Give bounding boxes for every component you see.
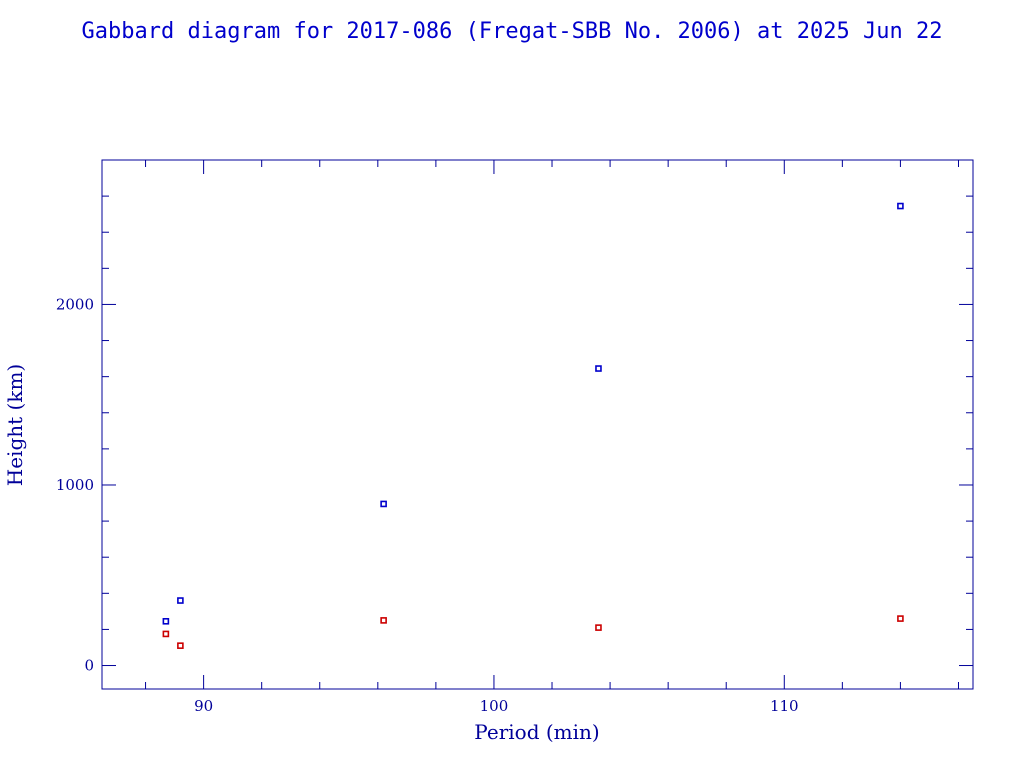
y-tick-label: 2000 <box>56 295 94 313</box>
x-axis-label: Period (min) <box>474 720 599 744</box>
perigee-point <box>897 615 904 622</box>
perigee-point <box>162 630 170 638</box>
plot-frame <box>101 159 974 690</box>
apogee-point <box>897 202 904 210</box>
apogee-point <box>595 365 602 372</box>
chart-title: Gabbard diagram for 2017-086 (Fregat-SBB… <box>82 19 943 44</box>
y-axis-label: Height (km) <box>3 364 27 486</box>
perigee-point <box>380 617 387 624</box>
perigee-point <box>177 642 184 649</box>
y-tick-label: 1000 <box>56 476 94 494</box>
axis-ticks <box>102 159 973 689</box>
y-tick-label: 0 <box>84 657 94 675</box>
x-tick-label: 100 <box>480 697 509 715</box>
perigee-point <box>595 624 602 631</box>
apogee-point <box>380 500 387 508</box>
tick-labels: 90 100 110 0 1000 2000 <box>56 295 799 715</box>
x-tick-label: 90 <box>194 697 213 715</box>
x-tick-label: 110 <box>770 697 799 715</box>
apogee-point <box>177 597 184 604</box>
data-points <box>162 202 904 649</box>
apogee-point <box>162 617 170 625</box>
